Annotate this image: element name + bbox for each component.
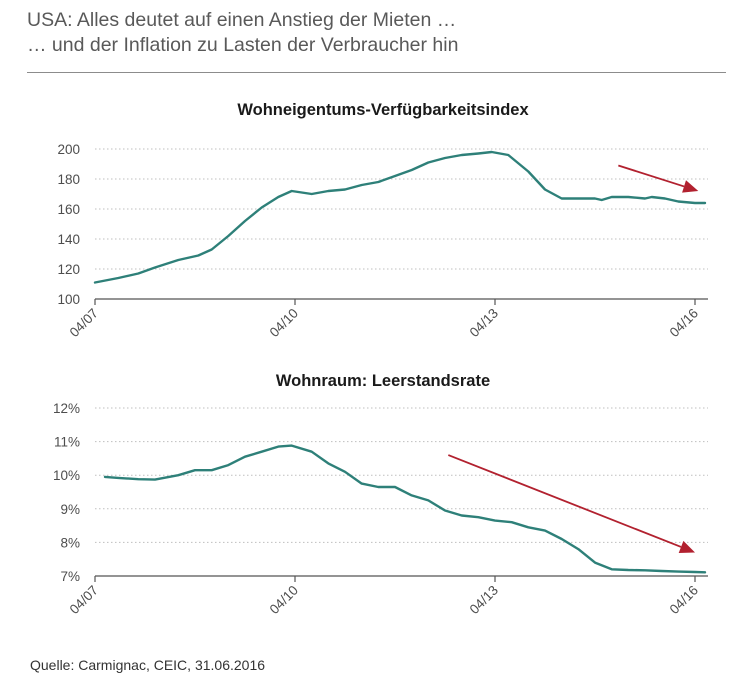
y-tick-label: 12% (53, 401, 80, 416)
x-tick-label: 04/13 (467, 583, 502, 618)
x-tick-label: 04/10 (267, 583, 302, 618)
x-tick-label: 04/16 (667, 306, 702, 341)
x-tick-label: 04/16 (667, 583, 702, 618)
y-tick-label: 120 (57, 262, 80, 277)
trend-arrow-shaft (618, 164, 685, 188)
y-tick-label: 7% (60, 569, 80, 584)
headline: USA: Alles deutet auf einen Anstieg der … (27, 8, 458, 58)
chart-title: Wohneigentums-Verfügbarkeitsindex (237, 101, 529, 119)
chart-vacancy-rate: Wohnraum: Leerstandsrate 7% 8% 9% 10% 11% 12% 0… (53, 372, 708, 618)
series-line (103, 444, 707, 574)
x-tick-label: 04/07 (67, 306, 102, 341)
y-tick-label: 180 (57, 172, 80, 187)
y-tick-label: 160 (57, 202, 80, 217)
y-tick-label: 10% (53, 468, 80, 483)
trend-arrow-head (678, 540, 695, 553)
y-tick-label: 9% (60, 502, 80, 517)
source-note: Quelle: Carmignac, CEIC, 31.06.2016 (30, 657, 266, 673)
chart-title: Wohnraum: Leerstandsrate (276, 372, 490, 390)
headline-line-2: … und der Inflation zu Lasten der Verbra… (27, 34, 459, 56)
series-line (93, 150, 707, 284)
trend-arrow-head (682, 180, 699, 193)
y-tick-label: 140 (57, 232, 80, 247)
y-tick-label: 8% (60, 535, 80, 550)
y-tick-label: 100 (57, 292, 80, 307)
trend-arrow-shaft (448, 454, 682, 548)
y-tick-label: 11% (54, 435, 80, 450)
y-tick-label: 200 (57, 142, 80, 157)
header-divider (27, 72, 726, 73)
headline-line-1: USA: Alles deutet auf einen Anstieg der … (27, 9, 457, 31)
x-tick-label: 04/10 (267, 306, 302, 341)
chart-affordability-index: Wohneigentums-Verfügbarkeitsindex 100 120 1… (57, 101, 708, 341)
x-tick-label: 04/07 (67, 583, 102, 618)
x-tick-label: 04/13 (467, 306, 502, 341)
